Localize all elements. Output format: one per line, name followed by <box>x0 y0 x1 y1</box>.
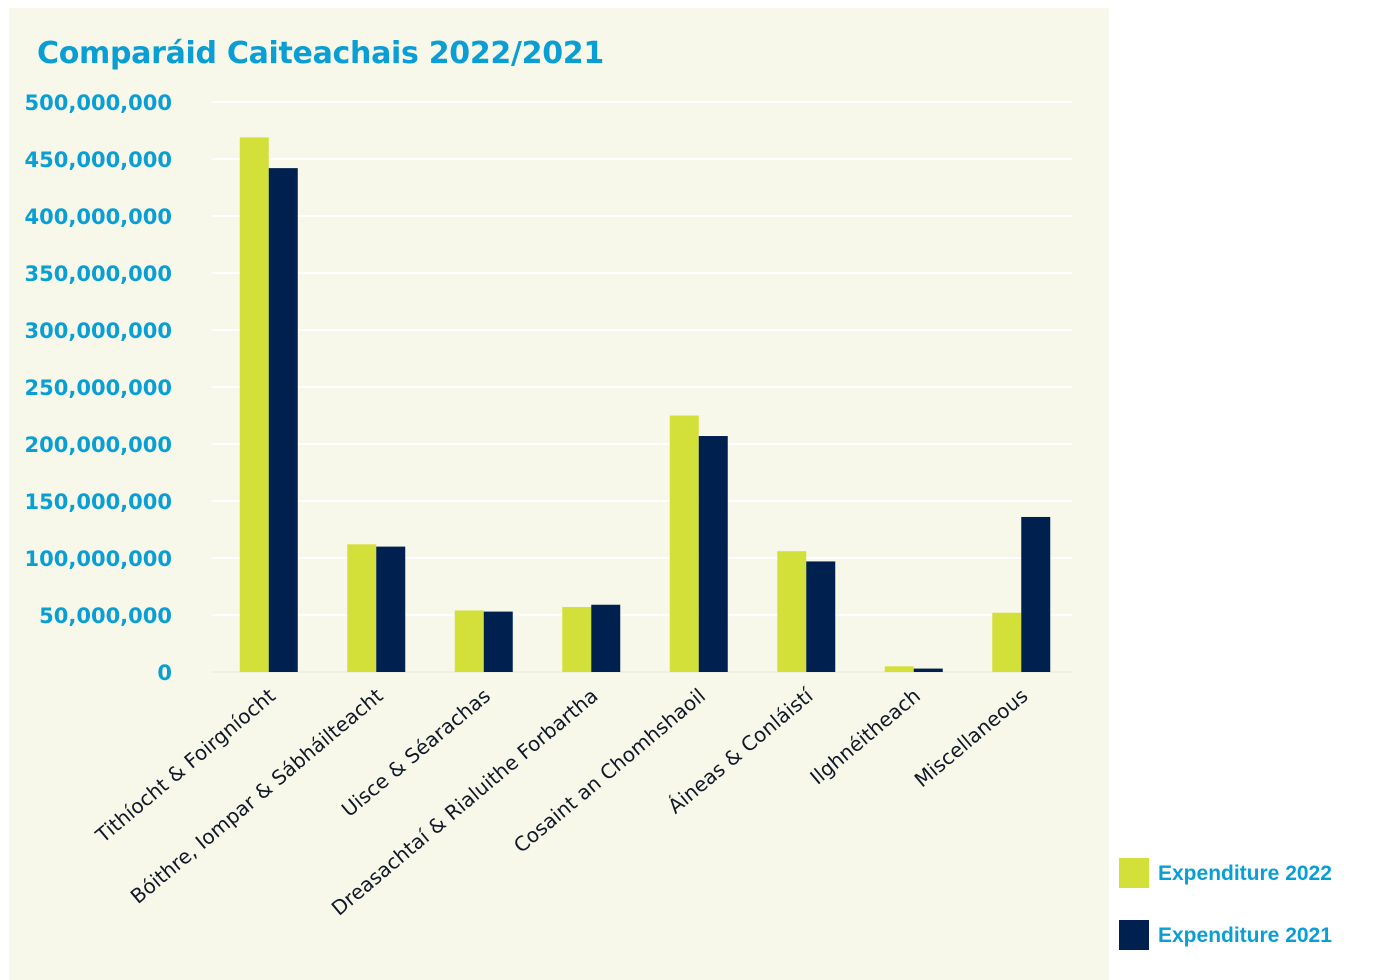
y-axis-ticks: 0 50,000,000 100,000,000 150,000,000 200,000… <box>25 91 172 685</box>
legend-swatch-2022 <box>1119 858 1149 888</box>
bar-2022 <box>562 607 592 672</box>
bar-2021 <box>591 604 621 672</box>
y-tick-label: 200,000,000 <box>25 433 172 457</box>
bar-2022 <box>669 415 699 672</box>
bar-2022 <box>884 666 914 672</box>
bar-2021 <box>376 546 406 672</box>
legend-swatch-2021 <box>1119 920 1149 950</box>
bar-2021 <box>806 561 836 672</box>
x-tick-label: Ilghnéitheach <box>805 683 925 789</box>
legend-label-2021: Expenditure 2021 <box>1158 924 1332 947</box>
y-tick-label: 300,000,000 <box>25 319 172 343</box>
chart-panel <box>9 8 1109 980</box>
bars <box>239 137 1051 673</box>
y-tick-label: 0 <box>157 661 172 685</box>
y-tick-label: 150,000,000 <box>25 490 172 514</box>
x-tick-label: Miscellaneous <box>910 683 1033 792</box>
bar-2021 <box>483 611 513 672</box>
x-tick-label: Cosaint an Chomhshaoil <box>509 683 710 857</box>
y-tick-label: 350,000,000 <box>25 262 172 286</box>
y-tick-label: 450,000,000 <box>25 148 172 172</box>
bar-2021 <box>913 668 943 672</box>
bar-2022 <box>454 610 484 672</box>
bar-2021 <box>268 168 298 672</box>
y-tick-label: 100,000,000 <box>25 547 172 571</box>
gridlines <box>212 101 1072 673</box>
bar-2022 <box>347 544 377 672</box>
bar-2021 <box>698 436 728 672</box>
y-tick-label: 500,000,000 <box>25 91 172 115</box>
chart-title: Comparáid Caiteachais 2022/2021 <box>37 36 604 71</box>
x-tick-label: Tithíocht & Foirgníocht <box>90 683 280 848</box>
legend-label-2022: Expenditure 2022 <box>1158 862 1332 885</box>
bar-2022 <box>992 612 1022 672</box>
y-tick-label: 50,000,000 <box>39 604 172 628</box>
bar-2022 <box>777 551 807 672</box>
bar-2021 <box>1021 516 1051 672</box>
bar-2022 <box>239 137 269 673</box>
y-tick-label: 400,000,000 <box>25 205 172 229</box>
y-tick-label: 250,000,000 <box>25 376 172 400</box>
